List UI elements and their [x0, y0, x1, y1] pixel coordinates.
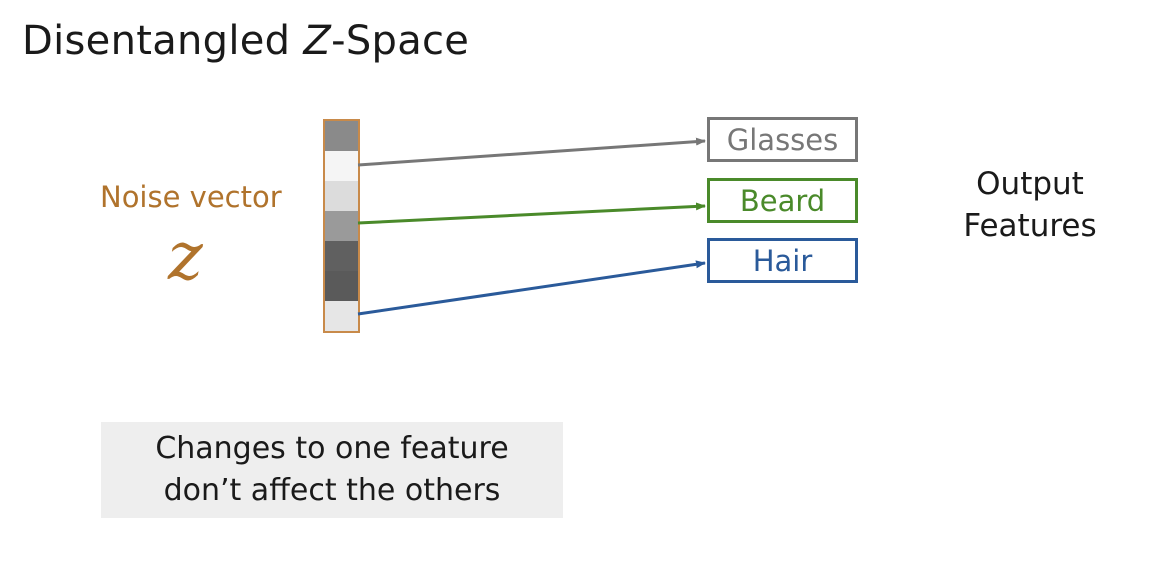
feature-label-glasses: Glasses — [726, 122, 839, 157]
noise-vector-cell — [325, 241, 358, 271]
title-prefix: Disentangled — [22, 18, 304, 64]
noise-vector-cell — [325, 301, 358, 331]
feature-label-hair: Hair — [752, 243, 813, 278]
feature-label-beard: Beard — [739, 183, 826, 218]
arrow-to-hair — [357, 260, 706, 316]
feature-box-hair: Hair — [707, 238, 858, 283]
output-label-line2: Features — [963, 208, 1097, 244]
feature-box-beard: Beard — [707, 178, 858, 223]
noise-vector — [323, 119, 360, 333]
noise-vector-cell — [325, 121, 358, 151]
title-z: Z — [303, 18, 332, 64]
note-line2: don’t affect the others — [163, 473, 501, 508]
arrow-to-beard — [357, 202, 706, 225]
noise-vector-cell — [325, 181, 358, 211]
note-box: Changes to one feature don’t affect the … — [101, 422, 563, 518]
feature-box-glasses: Glasses — [707, 117, 858, 162]
note-line1: Changes to one feature — [155, 431, 509, 466]
noise-vector-label: Noise vector — [100, 180, 282, 214]
noise-vector-cell — [325, 271, 358, 301]
noise-vector-symbol: z — [168, 218, 203, 295]
output-label-line1: Output — [976, 166, 1084, 202]
noise-vector-cell — [325, 211, 358, 241]
noise-vector-cell — [325, 151, 358, 181]
title-suffix: -Space — [331, 18, 470, 64]
page-title: Disentangled Z-Space — [22, 18, 469, 64]
arrow-to-glasses — [357, 137, 706, 167]
output-features-label: Output Features — [955, 163, 1105, 247]
